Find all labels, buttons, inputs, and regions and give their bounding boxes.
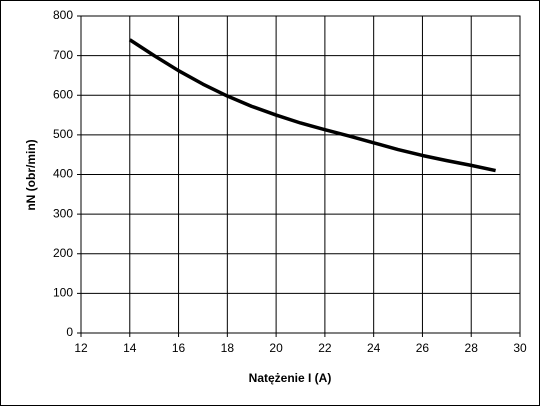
y-tick-label: 200 (53, 246, 73, 260)
x-tick-label: 20 (269, 341, 283, 355)
x-tick-label: 26 (416, 341, 430, 355)
x-tick-label: 16 (172, 341, 186, 355)
y-tick-label: 100 (53, 286, 73, 300)
y-tick-label: 400 (53, 167, 73, 181)
x-tick-label: 24 (367, 341, 381, 355)
x-tick-label: 12 (74, 341, 88, 355)
y-tick-label: 700 (53, 48, 73, 62)
y-tick-label: 0 (66, 325, 73, 339)
x-axis-title: Natężenie I (A) (249, 371, 332, 385)
y-axis-title: nN (obr/min) (24, 139, 38, 210)
x-tick-label: 30 (513, 341, 527, 355)
x-tick-label: 28 (465, 341, 479, 355)
y-tick-label: 300 (53, 206, 73, 220)
x-tick-label: 22 (318, 341, 332, 355)
x-tick-label: 18 (221, 341, 235, 355)
y-tick-label: 600 (53, 87, 73, 101)
x-tick-label: 14 (123, 341, 137, 355)
y-tick-label: 500 (53, 127, 73, 141)
y-tick-label: 800 (53, 8, 73, 22)
data-line (128, 38, 496, 173)
